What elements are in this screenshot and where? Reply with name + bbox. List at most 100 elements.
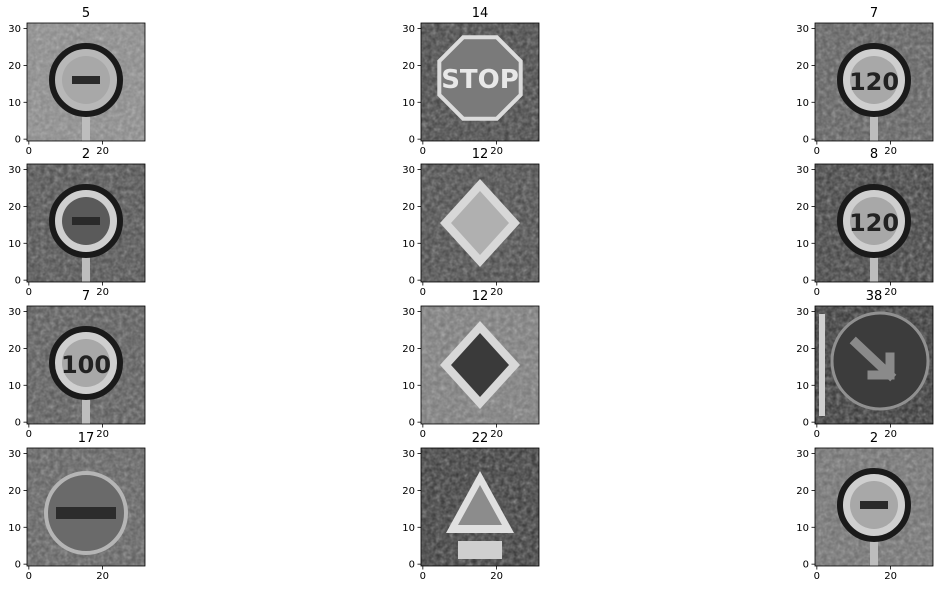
y-tick-label: 10 (402, 239, 415, 250)
x-tick-label: 20 (490, 287, 503, 298)
image-panel: 17 0 10 20 30 0 20 (8, 431, 146, 582)
y-tick-label: 20 (402, 202, 415, 213)
y-tick-label: 20 (8, 344, 21, 355)
sign-text: 120 (849, 68, 899, 96)
x-tick-label: 20 (96, 429, 109, 440)
axes-frame (814, 447, 934, 567)
round-sign-inner (62, 339, 110, 387)
panel-title: 2 (82, 147, 90, 162)
sign-glyph (72, 217, 100, 225)
y-tick-label: 20 (796, 202, 809, 213)
image-panel: 38 0 10 20 30 0 20 (796, 289, 934, 440)
axes-frame (814, 22, 934, 142)
axes-frame (26, 447, 146, 567)
y-tick-label: 0 (803, 560, 809, 571)
y-tick-label: 0 (803, 418, 809, 429)
y-tick-label: 10 (402, 523, 415, 534)
sign-pole (819, 314, 825, 416)
y-tick-label: 10 (8, 98, 21, 109)
y-tick-label: 30 (402, 307, 415, 318)
sign-pole (870, 253, 878, 282)
axes-frame (420, 305, 540, 425)
y-tick-label: 30 (8, 449, 21, 460)
y-tick-label: 30 (8, 165, 21, 176)
axes-frame (814, 163, 934, 283)
image-panel: 5 0 10 20 30 0 20 (8, 6, 146, 157)
y-tick-label: 10 (8, 239, 21, 250)
sign-plate (458, 541, 502, 559)
x-tick-label: 0 (420, 287, 426, 298)
x-tick-label: 20 (490, 571, 503, 582)
x-tick-label: 0 (26, 429, 32, 440)
x-tick-label: 20 (884, 429, 897, 440)
image-panel: 100 7 0 10 20 30 0 20 (8, 289, 146, 440)
x-tick-label: 0 (814, 429, 820, 440)
stop-sign-shape (437, 35, 523, 121)
y-tick-label: 20 (8, 61, 21, 72)
panel-image (815, 306, 933, 424)
x-tick-label: 0 (26, 571, 32, 582)
x-tick-label: 0 (420, 429, 426, 440)
y-tick-label: 20 (8, 486, 21, 497)
panel-title: 38 (866, 289, 883, 304)
y-tick-label: 0 (15, 276, 21, 287)
axes-frame (420, 447, 540, 567)
panel-title: 17 (78, 431, 95, 446)
y-tick-label: 30 (796, 307, 809, 318)
round-sign-inner (850, 56, 898, 104)
y-tick-label: 10 (796, 239, 809, 250)
x-tick-label: 0 (420, 146, 426, 157)
x-tick-label: 20 (884, 146, 897, 157)
image-panel: STOP 14 0 10 20 30 0 20 (402, 6, 540, 157)
y-tick-label: 30 (8, 24, 21, 35)
x-tick-label: 20 (490, 429, 503, 440)
no-entry-bar (56, 507, 116, 519)
sign-glyph (72, 76, 100, 84)
y-tick-label: 20 (402, 344, 415, 355)
y-tick-label: 30 (796, 449, 809, 460)
arrow-glyph (849, 336, 897, 382)
x-tick-label: 20 (96, 571, 109, 582)
y-tick-label: 30 (402, 449, 415, 460)
x-tick-label: 0 (26, 287, 32, 298)
y-tick-label: 20 (796, 344, 809, 355)
diamond-sign-inner (451, 333, 509, 397)
y-tick-label: 20 (402, 486, 415, 497)
y-tick-label: 0 (15, 135, 21, 146)
y-tick-label: 30 (8, 307, 21, 318)
panel-image: 100 (27, 306, 145, 424)
panel-image (27, 448, 145, 566)
panel-image (27, 164, 145, 282)
y-tick-label: 10 (402, 381, 415, 392)
x-tick-label: 0 (26, 146, 32, 157)
y-tick-label: 0 (409, 418, 415, 429)
y-tick-label: 30 (796, 24, 809, 35)
sign-pole (82, 395, 90, 424)
y-tick-label: 0 (15, 418, 21, 429)
axes-frame (26, 163, 146, 283)
triangle-sign-inner (458, 485, 502, 525)
x-tick-label: 20 (96, 146, 109, 157)
x-tick-label: 20 (884, 287, 897, 298)
panel-image (421, 448, 539, 566)
image-panel: 120 7 0 10 20 30 0 20 (796, 6, 934, 157)
image-panel: 12 0 10 20 30 0 20 (402, 289, 540, 440)
y-tick-label: 30 (402, 24, 415, 35)
panel-title: 12 (472, 289, 489, 304)
x-tick-label: 20 (884, 571, 897, 582)
image-panel: 12 0 10 20 30 0 20 (402, 147, 540, 298)
y-tick-label: 10 (796, 523, 809, 534)
x-tick-label: 20 (96, 287, 109, 298)
y-tick-label: 10 (796, 98, 809, 109)
panel-image (815, 448, 933, 566)
diamond-sign-inner (451, 191, 509, 255)
image-panel: 22 0 10 20 30 0 20 (402, 431, 540, 582)
axes-frame (420, 22, 540, 142)
panel-image (421, 164, 539, 282)
panel-image (421, 306, 539, 424)
y-tick-label: 0 (409, 135, 415, 146)
y-tick-label: 30 (796, 165, 809, 176)
x-tick-label: 20 (490, 146, 503, 157)
panel-image (27, 23, 145, 141)
